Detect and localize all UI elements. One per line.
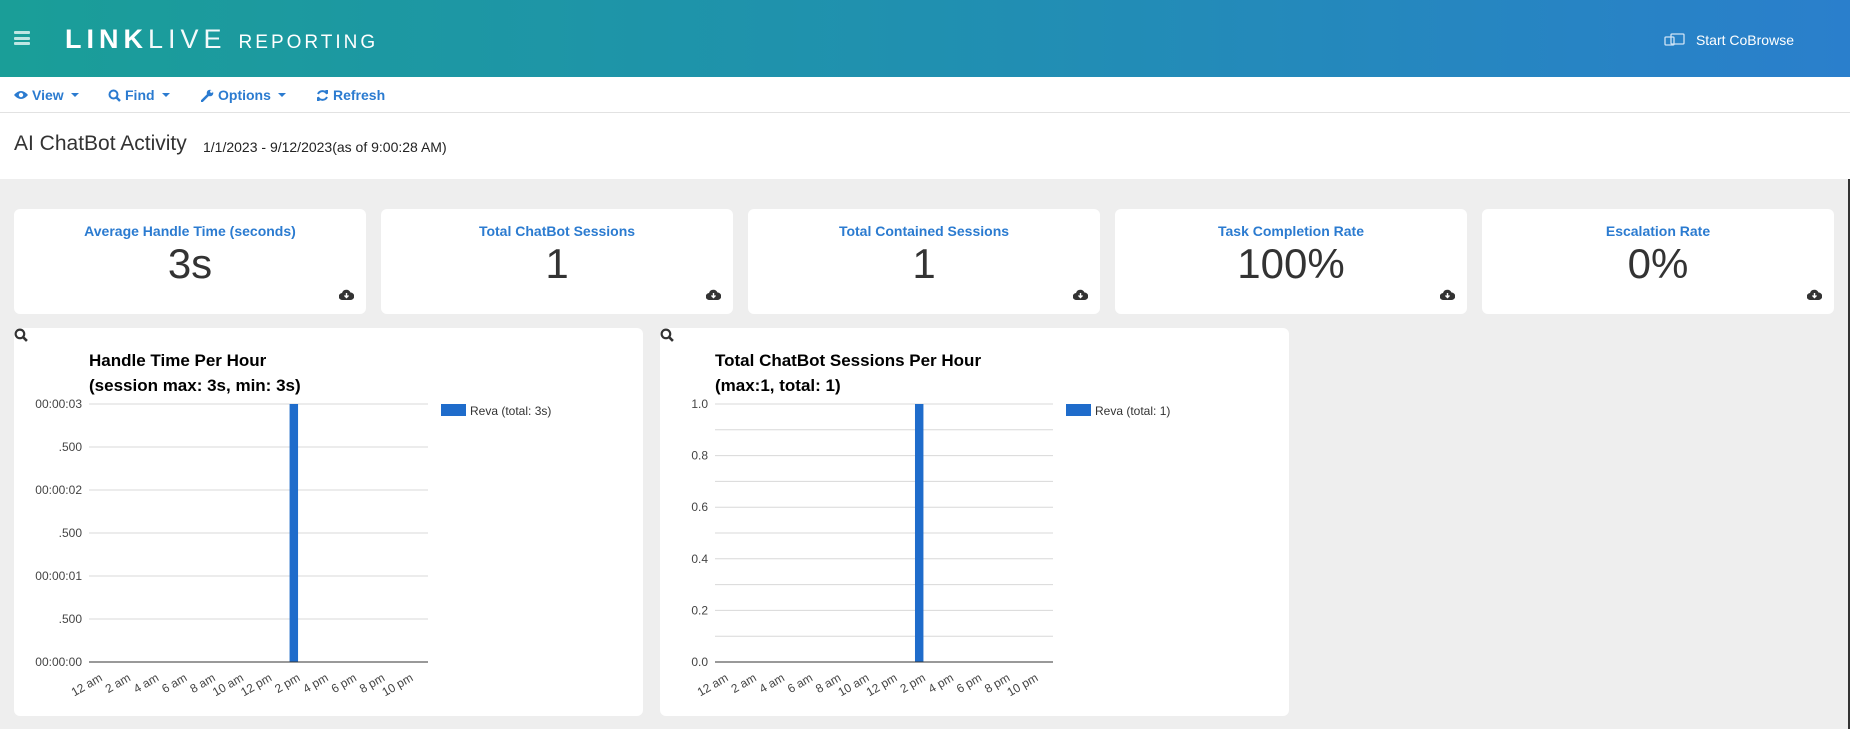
x-tick-label: 12 pm: [864, 670, 900, 699]
start-cobrowse-button[interactable]: Start CoBrowse: [1664, 32, 1794, 48]
view-label: View: [32, 87, 64, 103]
y-tick-label: 00:00:02: [35, 483, 82, 497]
zoom-search-icon[interactable]: [14, 328, 28, 342]
y-tick-label: 0.4: [691, 552, 708, 566]
cobrowse-icon: [1664, 33, 1685, 46]
y-tick-label: .500: [59, 526, 83, 540]
y-tick-label: 0.8: [691, 449, 708, 463]
kpi-title: Task Completion Rate: [1218, 223, 1364, 239]
caret-down-icon: [161, 93, 170, 97]
logo: LINKLIVE REPORTING: [65, 24, 378, 55]
logo-live: LIVE: [148, 24, 227, 54]
y-tick-label: 0.0: [691, 655, 708, 669]
title-bar: AI ChatBot Activity 1/1/2023 - 9/12/2023…: [0, 113, 1850, 179]
logo-reporting: REPORTING: [238, 32, 379, 53]
kpi-value: 0%: [1627, 240, 1689, 287]
refresh-icon: [317, 89, 328, 101]
kpi-card: Total ChatBot Sessions 1: [381, 209, 733, 314]
chart-title: (max:1, total: 1): [715, 376, 841, 395]
y-tick-label: .500: [59, 612, 83, 626]
y-tick-label: 00:00:00: [35, 655, 82, 669]
kpi-value: 1: [545, 240, 569, 287]
y-tick-label: 00:00:03: [35, 397, 82, 411]
x-tick-label: 2 am: [103, 670, 133, 695]
y-tick-label: .500: [59, 440, 83, 454]
handle-time-chart: Handle Time Per Hour (session max: 3s, mi…: [35, 351, 551, 699]
y-tick-label: 00:00:01: [35, 569, 82, 583]
bar: [914, 404, 924, 662]
handle-time-chart-card: Handle Time Per Hour (session max: 3s, mi…: [14, 328, 643, 716]
y-tick-label: 0.6: [691, 500, 708, 514]
caret-down-icon: [277, 93, 286, 97]
x-tick-label: 6 pm: [329, 670, 359, 695]
find-label: Find: [125, 87, 155, 103]
x-tick-label: 4 am: [131, 670, 161, 695]
caret-down-icon: [70, 93, 79, 97]
search-icon: [108, 89, 121, 102]
x-tick-label: 12 am: [69, 670, 105, 699]
legend-label: Reva (total: 3s): [470, 404, 551, 418]
kpi-card: Average Handle Time (seconds) 3s: [14, 209, 366, 314]
sessions-chart-card: Total ChatBot Sessions Per Hour (max:1, t…: [660, 328, 1289, 716]
x-tick-label: 12 pm: [238, 670, 274, 699]
legend-swatch: [441, 404, 466, 416]
x-tick-label: 4 am: [757, 670, 787, 695]
x-tick-label: 4 pm: [926, 670, 956, 695]
cloud-download-icon[interactable]: [1807, 289, 1822, 300]
y-tick-label: 0.2: [691, 603, 708, 617]
cloud-download-icon[interactable]: [1073, 289, 1088, 300]
x-tick-label: 10 pm: [379, 670, 415, 699]
wrench-icon: [201, 89, 214, 102]
kpi-title: Escalation Rate: [1605, 223, 1711, 239]
x-tick-label: 10 pm: [1005, 670, 1041, 699]
cloud-download-icon[interactable]: [339, 289, 354, 300]
menu-icon[interactable]: [14, 31, 30, 45]
refresh-button[interactable]: Refresh: [316, 87, 385, 103]
view-menu[interactable]: View: [14, 87, 79, 103]
options-menu[interactable]: Options: [201, 87, 286, 103]
kpi-value: 3s: [167, 240, 213, 287]
cobrowse-label: Start CoBrowse: [1695, 32, 1794, 48]
x-tick-label: 6 am: [785, 670, 815, 695]
kpi-title: Total Contained Sessions: [838, 223, 1010, 239]
kpi-value: 1: [912, 240, 936, 287]
x-tick-label: 2 pm: [898, 670, 928, 695]
cloud-download-icon[interactable]: [706, 289, 721, 300]
kpi-card: Total Contained Sessions 1: [748, 209, 1100, 314]
kpi-card: Task Completion Rate 100%: [1115, 209, 1467, 314]
bar: [289, 404, 299, 662]
chart-title: Total ChatBot Sessions Per Hour: [715, 351, 981, 370]
x-tick-label: 6 pm: [954, 670, 984, 695]
options-label: Options: [218, 87, 271, 103]
kpi-value: 100%: [1237, 240, 1345, 287]
toolbar: View Find Options Refresh: [0, 77, 1850, 113]
y-tick-label: 1.0: [691, 397, 708, 411]
legend-label: Reva (total: 1): [1095, 404, 1170, 418]
chart-title: (session max: 3s, min: 3s): [89, 376, 301, 395]
zoom-search-icon[interactable]: [660, 328, 674, 342]
chart-title: Handle Time Per Hour: [89, 351, 267, 370]
kpi-title: Average Handle Time (seconds): [84, 223, 296, 239]
logo-link: LINK: [65, 24, 148, 54]
date-range: 1/1/2023 - 9/12/2023(as of 9:00:28 AM): [203, 139, 447, 155]
refresh-label: Refresh: [333, 87, 386, 103]
kpi-card: Escalation Rate 0%: [1482, 209, 1834, 314]
sessions-chart: Total ChatBot Sessions Per Hour (max:1, t…: [691, 351, 1170, 699]
find-menu[interactable]: Find: [108, 87, 170, 103]
x-tick-label: 12 am: [695, 670, 731, 699]
x-tick-label: 6 am: [159, 670, 189, 695]
eye-icon: [14, 91, 28, 99]
x-tick-label: 4 pm: [301, 670, 331, 695]
x-tick-label: 2 am: [729, 670, 759, 695]
kpi-title: Total ChatBot Sessions: [478, 223, 636, 239]
legend-swatch: [1066, 404, 1091, 416]
app-header: LINKLIVE REPORTING Start CoBrowse: [0, 0, 1850, 77]
cloud-download-icon[interactable]: [1440, 289, 1455, 300]
page-title: AI ChatBot Activity: [14, 132, 187, 155]
x-tick-label: 2 pm: [272, 670, 302, 695]
